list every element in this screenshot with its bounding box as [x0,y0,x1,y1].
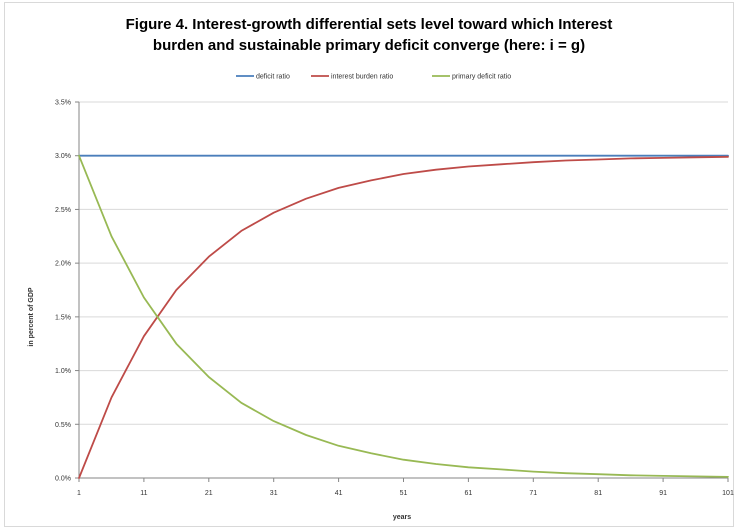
legend-item-interest-burden-ratio: interest burden ratio [311,74,393,81]
legend-label: interest burden ratio [331,74,393,81]
y-axis-label: in percent of GDP [28,287,35,346]
y-tick-labels: 0.0% 0.5% 1.0% 1.5% 2.0% 2.5% 3.0% 3.5% [55,100,71,483]
x-tick-label: 1 [77,490,81,497]
y-tick-label: 2.5% [55,207,71,214]
y-tick-label: 1.5% [55,314,71,321]
legend-label: primary deficit ratio [452,74,511,81]
x-tick-label: 91 [659,490,667,497]
chart-title-line-1: Figure 4. Interest-growth differential s… [126,16,613,33]
series-lines [78,154,729,479]
x-tick-label: 21 [205,490,213,497]
x-tick-label: 41 [335,490,343,497]
x-tick-label: 101 [722,490,734,497]
x-tick-label: 11 [140,490,147,497]
x-tick-label: 51 [400,490,408,497]
primary-deficit-ratio-line [78,154,729,478]
y-tick-label: 1.0% [55,368,71,375]
gridlines [79,101,728,425]
y-tick-label: 3.0% [55,153,71,160]
x-tick-label: 31 [270,490,278,497]
legend-label: deficit ratio [256,74,290,81]
chart-title: Figure 4. Interest-growth differential s… [126,16,613,54]
interest-burden-ratio-line [78,155,729,479]
x-axis-label: years [393,514,411,521]
x-tick-label: 71 [529,490,537,497]
x-tick-labels: 1 11 21 31 41 51 61 71 81 91 101 [77,490,734,497]
y-tick-label: 0.5% [55,422,71,429]
y-tick-label: 0.0% [55,476,71,483]
legend: deficit ratio interest burden ratio primar… [236,74,511,81]
y-tick-label: 3.5% [55,100,71,107]
chart-title-line-2: burden and sustainable primary deficit c… [153,37,585,54]
legend-item-deficit-ratio: deficit ratio [236,74,290,81]
x-tick-label: 81 [594,490,602,497]
legend-item-primary-deficit-ratio: primary deficit ratio [432,74,511,81]
y-tick-label: 2.0% [55,261,71,268]
x-tick-label: 61 [465,490,473,497]
